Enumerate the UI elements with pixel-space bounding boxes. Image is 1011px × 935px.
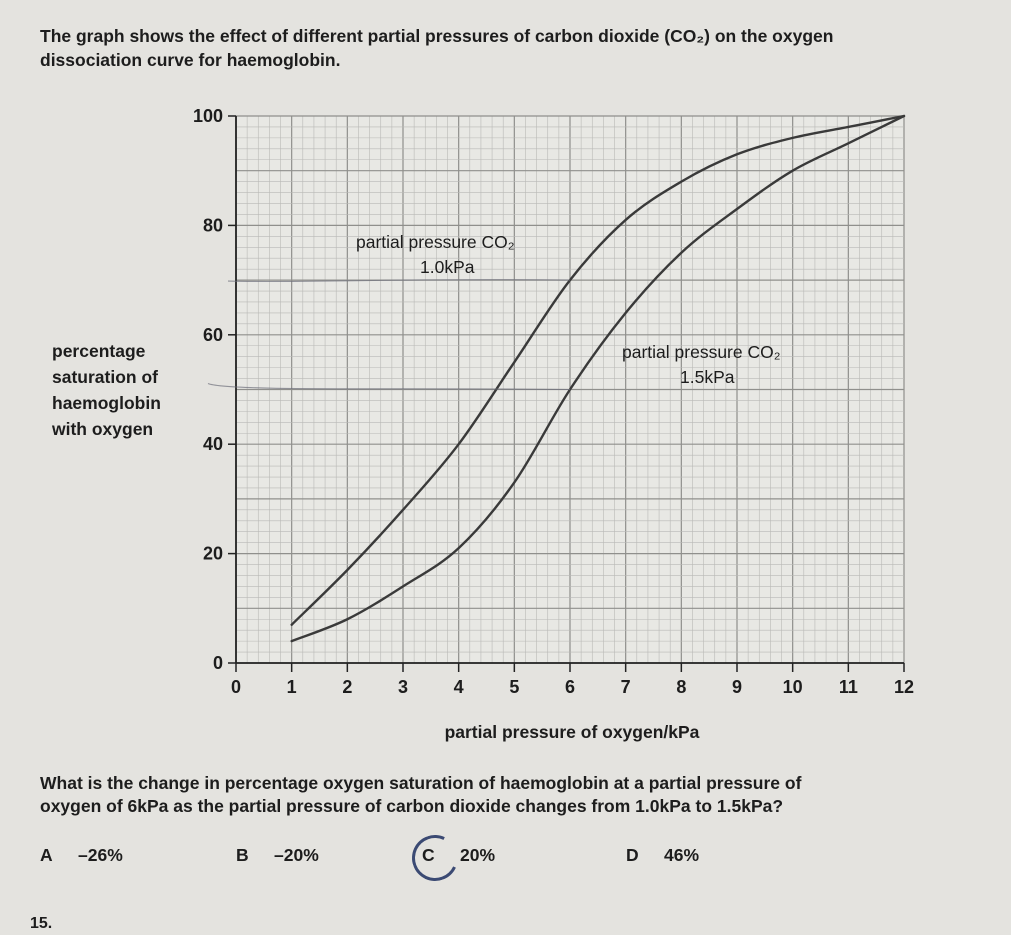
- curve-label-line-1: partial pressure CO₂: [356, 232, 515, 252]
- pencil-reading-line: [207, 382, 571, 391]
- y-tick-label: 60: [203, 325, 223, 345]
- x-tick-label: 6: [565, 677, 575, 697]
- option-letter: A: [40, 845, 53, 865]
- question-line-1: What is the change in percentage oxygen …: [40, 773, 802, 793]
- option-b[interactable]: B –20%: [236, 845, 319, 866]
- x-tick-label: 10: [783, 677, 803, 697]
- y-label-line: with oxygen: [52, 419, 154, 439]
- option-c[interactable]: C 20%: [405, 828, 496, 888]
- y-tick-label: 80: [203, 215, 223, 235]
- intro-line-1: The graph shows the effect of different …: [40, 26, 834, 46]
- y-label-line: saturation of: [52, 367, 158, 387]
- question-text: What is the change in percentage oxygen …: [40, 772, 990, 818]
- option-value: –20%: [274, 845, 319, 865]
- y-tick-label: 20: [203, 544, 223, 564]
- option-letter: C: [405, 828, 465, 888]
- option-a[interactable]: A –26%: [40, 845, 123, 866]
- pencil-reading-line: [227, 279, 571, 283]
- x-tick-label: 2: [342, 677, 352, 697]
- intro-line-2: dissociation curve for haemoglobin.: [40, 50, 341, 70]
- option-d[interactable]: D 46%: [626, 845, 699, 866]
- y-tick-label: 40: [203, 434, 223, 454]
- option-letter: D: [626, 845, 639, 865]
- y-tick-label: 100: [193, 106, 223, 126]
- curve-label-line-2: 1.5kPa: [680, 367, 735, 387]
- curve-co2-1-0kpa: [290, 114, 906, 626]
- option-letter: B: [236, 845, 249, 865]
- x-tick-label: 12: [894, 677, 914, 697]
- intro-text: The graph shows the effect of different …: [40, 24, 980, 72]
- option-letter-text: C: [422, 845, 435, 865]
- x-axis-label: partial pressure of oxygen/kPa: [445, 722, 700, 742]
- x-tick-label: 4: [454, 677, 464, 697]
- answer-options: A –26% B –20% C 20% D 46%: [40, 828, 940, 888]
- x-tick-label: 0: [231, 677, 241, 697]
- curve-label-line-1: partial pressure CO₂: [622, 342, 781, 362]
- option-value: –26%: [78, 845, 123, 865]
- x-tick-label: 11: [839, 677, 858, 697]
- x-tick-label: 3: [398, 677, 408, 697]
- x-tick-label: 5: [509, 677, 519, 697]
- y-label-line: percentage: [52, 341, 146, 361]
- y-label-line: haemoglobin: [52, 393, 161, 413]
- curve-label-line-2: 1.0kPa: [420, 257, 475, 277]
- x-tick-label: 8: [676, 677, 686, 697]
- x-tick-label: 9: [732, 677, 742, 697]
- question-number: 15.: [30, 915, 53, 932]
- x-tick-label: 7: [621, 677, 631, 697]
- question-line-2: oxygen of 6kPa as the partial pressure o…: [40, 796, 784, 816]
- hand-drawn-circle-icon: [405, 828, 465, 888]
- x-tick-label: 1: [287, 677, 297, 697]
- y-tick-label: 0: [213, 653, 223, 673]
- curve-co2-1-5kpa: [290, 114, 906, 643]
- option-value: 46%: [664, 845, 700, 865]
- option-value: 20%: [460, 845, 496, 865]
- y-axis-label: percentage saturation of haemoglobin wit…: [52, 338, 161, 442]
